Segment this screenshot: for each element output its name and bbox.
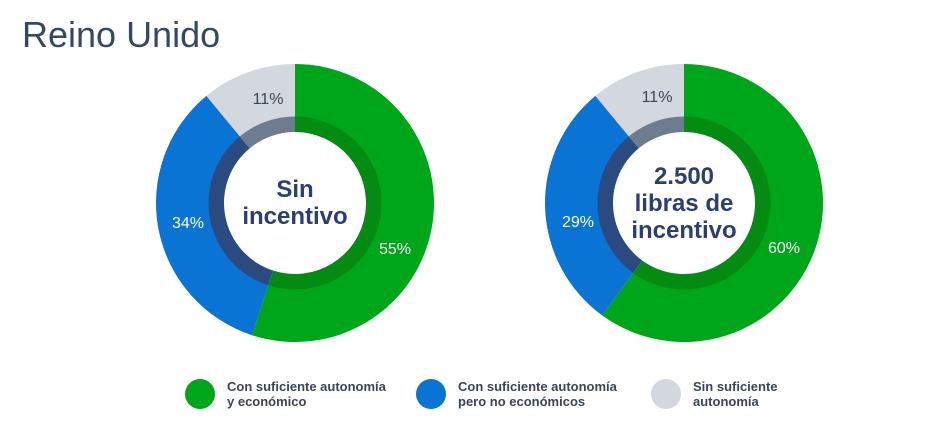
legend-swatch-green: [185, 379, 215, 409]
label-green: 55%: [378, 241, 412, 258]
inner-ring-blue: [208, 136, 274, 286]
inner-ring-green: [268, 116, 382, 290]
label-green: 60%: [767, 240, 801, 257]
donut-chart-sin-incentivo: Sin incentivo 11% 34% 55%: [155, 63, 435, 343]
slice-gray: [595, 64, 684, 137]
donut-svg: [156, 64, 434, 342]
legend-label: Con suficiente autonomía y económico: [227, 379, 386, 409]
slice-green: [602, 64, 823, 342]
label-gray: 11%: [252, 91, 284, 108]
label-blue: 29%: [561, 214, 595, 231]
inner-ring-blue: [597, 136, 643, 273]
label-gray: 11%: [641, 89, 673, 106]
legend-item-gray: Sin suficiente autonomía: [651, 379, 778, 409]
legend-label: Sin suficiente autonomía: [693, 379, 778, 409]
legend-label: Con suficiente autonomía pero no económi…: [458, 379, 617, 409]
legend-item-blue: Con suficiente autonomía pero no económi…: [416, 379, 617, 409]
slice-blue: [156, 95, 269, 336]
slice-gray: [206, 64, 295, 137]
legend-item-green: Con suficiente autonomía y económico: [185, 379, 386, 409]
inner-ring-green: [633, 116, 771, 290]
slice-blue: [545, 95, 634, 316]
legend-swatch-gray: [651, 379, 681, 409]
legend-swatch-blue: [416, 379, 446, 409]
inner-ring-gray: [239, 116, 295, 149]
label-blue: 34%: [171, 215, 205, 232]
page-title: Reino Unido: [22, 14, 221, 55]
donut-chart-2500-libras: 2.500 libras de incentivo 11% 29% 60%: [544, 63, 824, 343]
donut-svg: [545, 64, 823, 342]
slice-green: [252, 64, 434, 342]
inner-ring-gray: [628, 116, 684, 149]
